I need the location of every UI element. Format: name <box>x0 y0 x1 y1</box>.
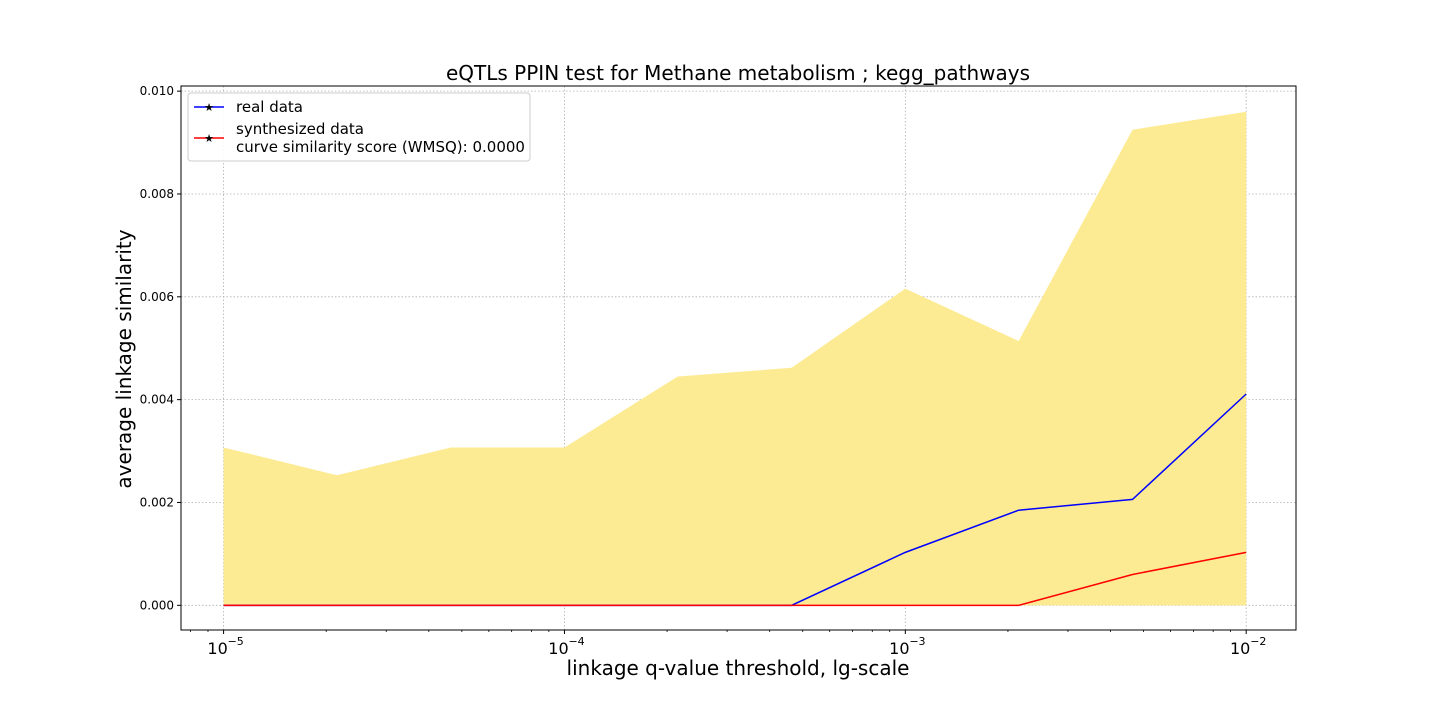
envelope-band <box>223 111 1247 606</box>
y-axis-title: average linkage similarity <box>112 229 136 488</box>
x-tick-label: 10 <box>1230 639 1250 658</box>
y-tick-label: 0.004 <box>140 393 174 407</box>
envelope-area <box>223 111 1247 606</box>
y-tick-label: 0.000 <box>140 598 174 612</box>
y-tick-label: 0.008 <box>140 187 174 201</box>
chart-title: eQTLs PPIN test for Methane metabolism ;… <box>446 61 1030 85</box>
series-lines <box>223 393 1247 607</box>
series-line-synthesized-data <box>223 551 1247 607</box>
x-tick-exponent: −4 <box>568 635 584 648</box>
y-tick-label: 0.002 <box>140 495 174 509</box>
x-tick-label: 10 <box>548 639 568 658</box>
legend-label-score: curve similarity score (WMSQ): 0.0000 <box>236 138 525 156</box>
legend: ★ real data ★ synthesized data curve sim… <box>187 92 531 162</box>
y-tick-label: 0.010 <box>140 84 174 98</box>
legend-label-synth: synthesized data <box>236 120 364 138</box>
x-tick-exponent: −3 <box>909 635 925 648</box>
y-tick-label: 0.006 <box>140 290 174 304</box>
x-axis-ticks: 10 −5 10 −4 10 −3 10 −2 <box>190 630 1266 658</box>
x-tick-label: 10 <box>889 639 909 658</box>
legend-marker-synth: ★ <box>204 132 214 145</box>
legend-label-real: real data <box>236 98 303 116</box>
legend-marker-real: ★ <box>204 101 214 114</box>
plot-frame <box>180 85 1297 631</box>
x-tick-label: 10 <box>207 639 227 658</box>
axes-frame <box>180 85 1297 631</box>
legend-box <box>187 92 531 162</box>
x-tick-exponent: −5 <box>228 635 244 648</box>
x-axis-title: linkage q-value threshold, lg-scale <box>567 656 910 680</box>
y-axis-ticks: 0.000 0.002 0.004 0.006 0.008 0.010 <box>140 84 181 612</box>
x-tick-exponent: −2 <box>1250 635 1266 648</box>
